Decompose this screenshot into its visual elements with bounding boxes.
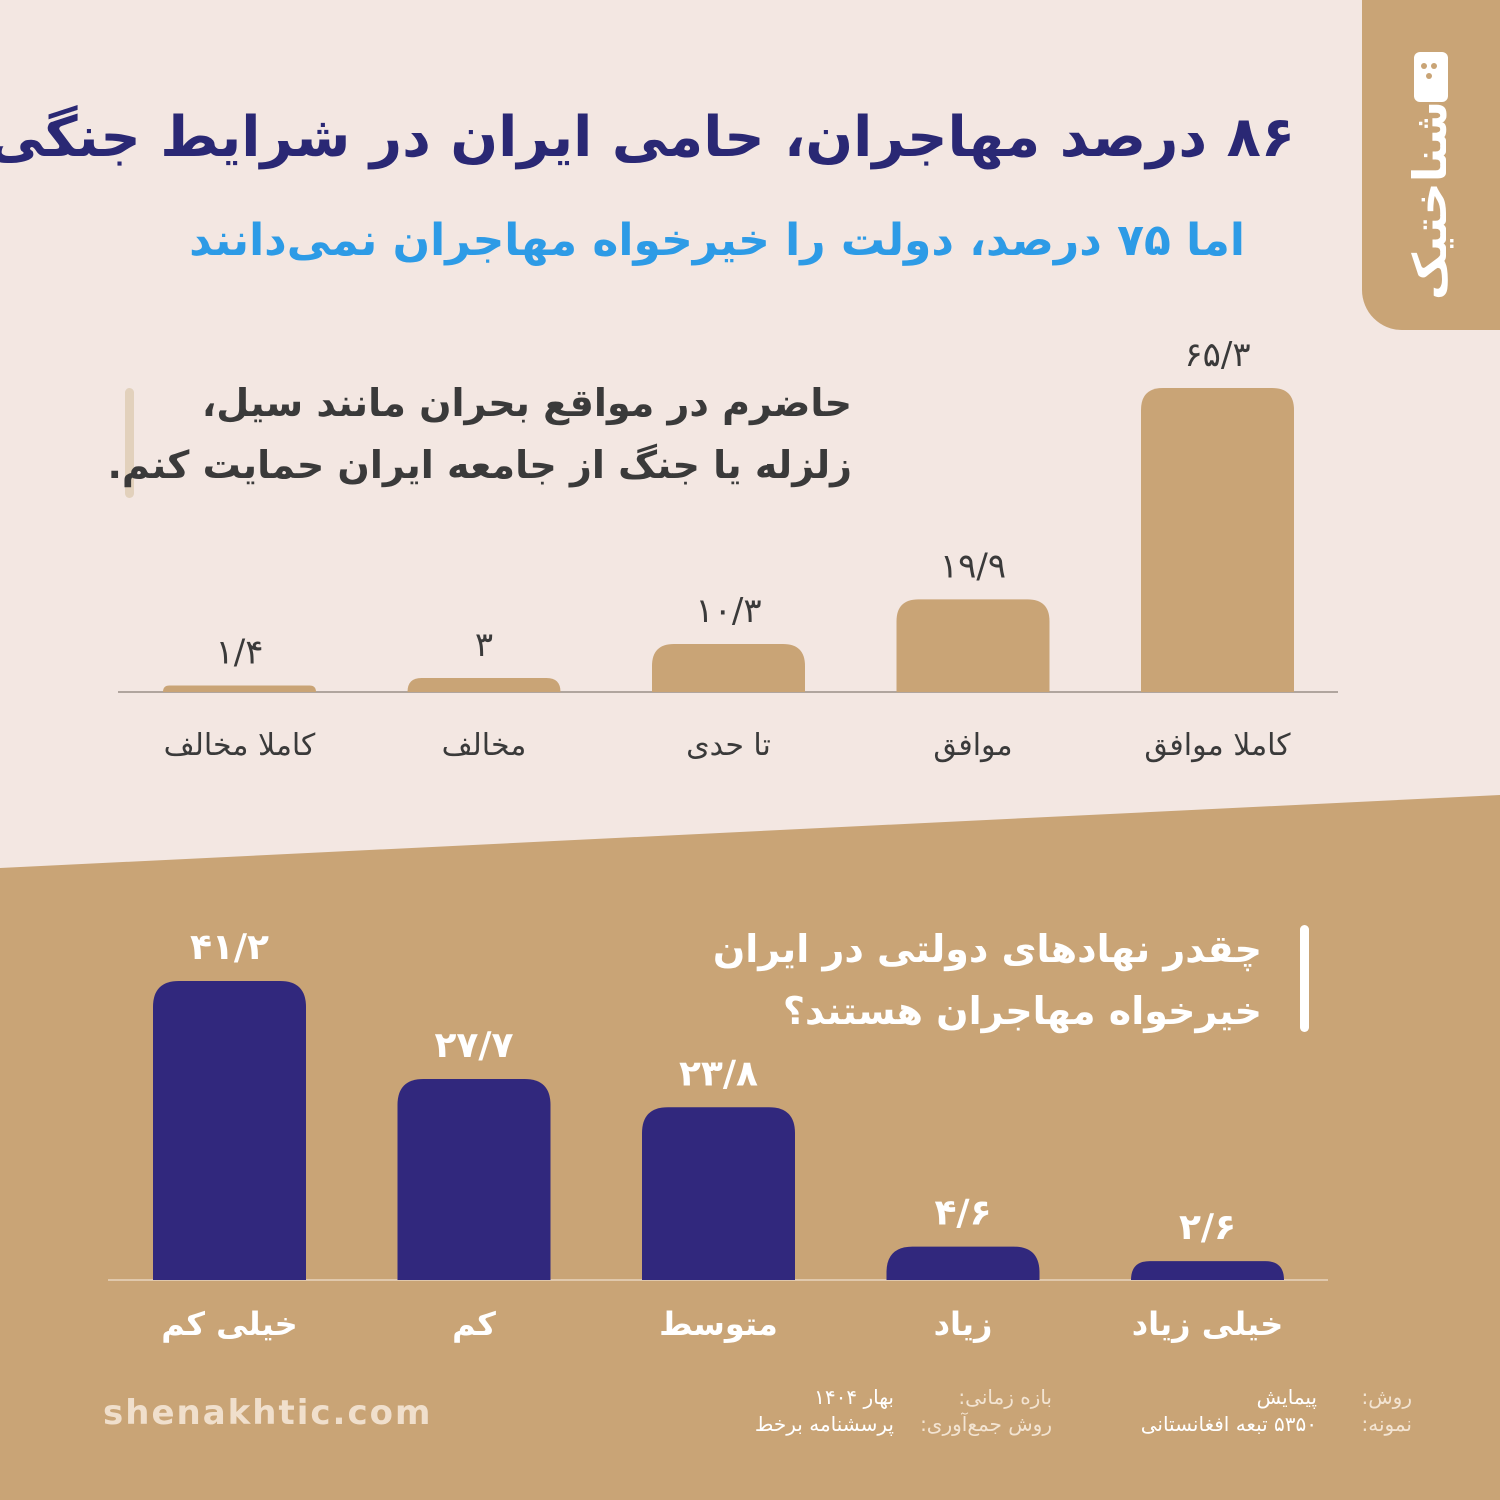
- bar-value-label-5: ۶۵/۳: [1184, 335, 1250, 375]
- bar-value-label-2: ۲۷/۷: [434, 1025, 513, 1066]
- bar-value-label-4: ۴/۶: [934, 1193, 991, 1234]
- bar-2: [407, 678, 561, 692]
- logo-text: شناختیک: [1403, 101, 1457, 300]
- footer-method-value: پیمایش: [1256, 1385, 1317, 1409]
- bar-value-label-1: ۱/۴: [216, 632, 264, 672]
- bar-value-label-1: ۴۱/۲: [190, 927, 269, 968]
- bar-4: [896, 599, 1050, 692]
- category-label-4: زیاد: [934, 1305, 993, 1343]
- bar-3: [652, 644, 805, 692]
- question-1-accent-bar: [125, 388, 134, 498]
- category-label-1: خیلی کم: [161, 1305, 297, 1343]
- chart-1-question-line-1: حاضرم در مواقع بحران مانند سیل،: [201, 381, 852, 425]
- footer-collection-label: روش جمع‌آوری:: [920, 1412, 1052, 1436]
- page-subtitle: اما ۷۵ درصد، دولت را خیرخواه مهاجران نمی…: [189, 215, 1245, 266]
- chart-2-question-line-1: چقدر نهادهای دولتی در ایران: [712, 927, 1262, 971]
- chart-1-support-iran: ۱/۴ کاملا مخالف ۳ مخالف ۱۰/۳ تا حدی ۱۹/۹ موافق ۶…: [118, 335, 1338, 763]
- bar-4: [886, 1246, 1040, 1280]
- website-url: shenakhtic.com: [103, 1393, 433, 1433]
- chart-2-question-line-2: خیرخواه مهاجران هستند؟: [782, 989, 1262, 1033]
- question-2-accent-bar: [1300, 925, 1309, 1032]
- bar-5: [1131, 1261, 1284, 1280]
- bar-2: [397, 1078, 551, 1280]
- chart-1-question: حاضرم در مواقع بحران مانند سیل، زلزله یا…: [108, 372, 853, 496]
- footer-sample-value: ۵۳۵۰ تبعه افغانستانی: [1140, 1412, 1317, 1436]
- chart-1-question-line-2: زلزله یا جنگ از جامعه ایران حمایت کنم.: [107, 443, 853, 487]
- bar-5: [1141, 388, 1294, 692]
- brand-logo: شناختیک: [1403, 52, 1457, 300]
- page-title: ۸۶ درصد مهاجران، حامی ایران در شرایط جنگ…: [0, 105, 1295, 170]
- footer-collection-value: پرسشنامه برخط: [754, 1412, 894, 1436]
- footer-period-label: بازه زمانی:: [958, 1385, 1052, 1409]
- footer-period-value: بهار ۱۴۰۴: [814, 1385, 894, 1409]
- category-label-4: موافق: [933, 728, 1012, 763]
- bar-3: [642, 1107, 795, 1280]
- bar-1: [153, 981, 306, 1280]
- category-label-5: کاملا موافق: [1144, 728, 1291, 763]
- footer-method-label: روش:: [1361, 1385, 1412, 1409]
- bar-value-label-2: ۳: [475, 625, 493, 665]
- category-label-2: کم: [452, 1305, 496, 1343]
- category-label-5: خیلی زیاد: [1132, 1305, 1284, 1343]
- category-label-3: متوسط: [659, 1305, 778, 1343]
- category-label-1: کاملا مخالف: [164, 728, 316, 763]
- chart-2-government-benevolence: ۴۱/۲ خیلی کم ۲۷/۷ کم ۲۳/۸ متوسط ۴/۶ زیاد ۲/۶ خیلی…: [108, 927, 1328, 1343]
- chart-2-question: چقدر نهادهای دولتی در ایران خیرخواه مهاج…: [713, 918, 1262, 1042]
- bar-1: [163, 685, 316, 692]
- bar-value-label-3: ۱۰/۳: [695, 591, 761, 631]
- bar-value-label-3: ۲۳/۸: [679, 1053, 758, 1094]
- bar-value-label-5: ۲/۶: [1179, 1207, 1236, 1248]
- footer-sample-label: نمونه:: [1361, 1412, 1413, 1436]
- category-label-2: مخالف: [442, 728, 527, 763]
- category-label-3: تا حدی: [686, 728, 771, 763]
- bar-value-label-4: ۱۹/۹: [940, 546, 1006, 586]
